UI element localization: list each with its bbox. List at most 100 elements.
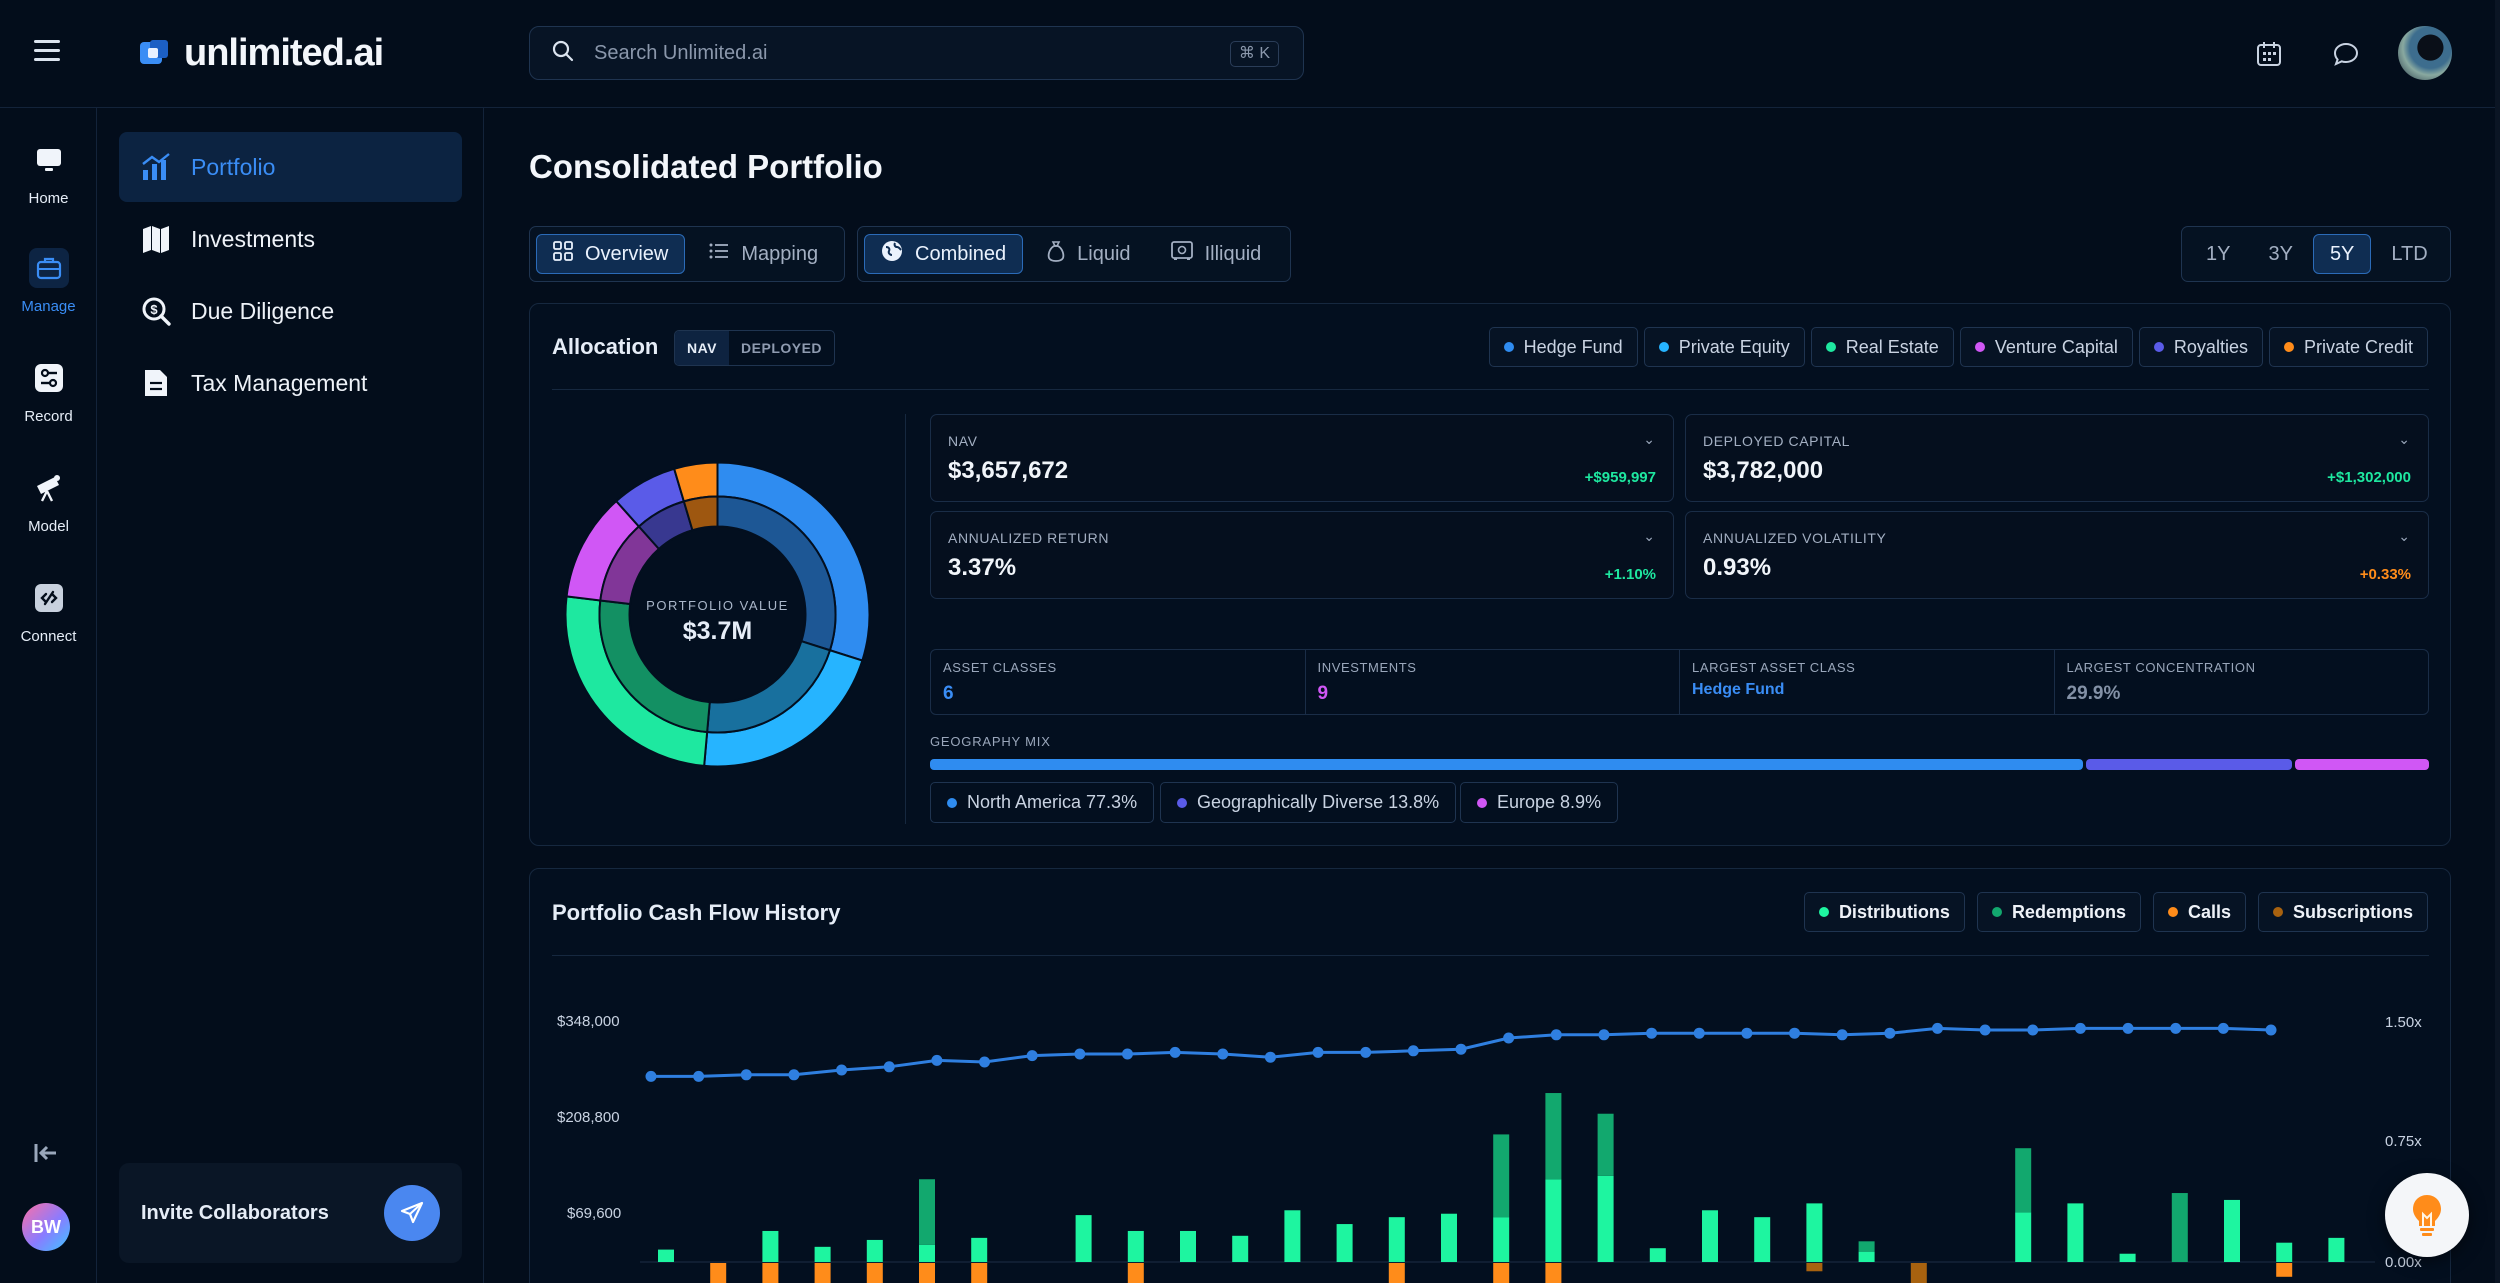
rail-label: Manage [21, 298, 76, 315]
geo-segment-diverse [2086, 759, 2292, 770]
sidebar-item-investments[interactable]: Investments [119, 204, 462, 274]
toggle-deployed[interactable]: DEPLOYED [741, 340, 823, 356]
tab-overview[interactable]: Overview [536, 234, 686, 274]
legend-label: Royalties [2173, 336, 2248, 357]
rail-item-connect[interactable]: Connect [0, 578, 97, 645]
invite-collaborators[interactable]: Invite Collaborators [119, 1163, 462, 1263]
bar-distributions [2015, 1212, 2032, 1262]
legend-dot [1974, 342, 1985, 352]
bar-calls [2276, 1263, 2293, 1277]
stat-value[interactable]: Hedge Fund [1692, 681, 1785, 698]
toggle-nav[interactable]: NAV [675, 331, 730, 365]
y-tick-right: 0.75x [2385, 1133, 2422, 1150]
legend-hedge-fund[interactable]: Hedge Fund [1488, 327, 1638, 367]
multiple-point [1169, 1046, 1181, 1058]
bar-distributions [1858, 1251, 1875, 1262]
bar-redemptions [2015, 1148, 2032, 1213]
sidebar-item-tax-management[interactable]: Tax Management [119, 348, 462, 418]
bar-distributions [1649, 1248, 1666, 1262]
metric-deployed-capital[interactable]: DEPLOYED CAPITAL $3,782,000 +$1,302,000 … [1685, 414, 2429, 502]
legend-dot [1818, 907, 1829, 917]
multiple-point [2170, 1022, 2182, 1034]
bar-calls [1545, 1263, 1562, 1283]
legend-distributions[interactable]: Distributions [1803, 892, 1965, 932]
tab-combined[interactable]: Combined [864, 234, 1024, 274]
app-logo[interactable]: unlimited.ai [138, 32, 384, 74]
bar-subscriptions [1806, 1263, 1823, 1272]
bar-redemptions [919, 1179, 935, 1245]
legend-venture-capital[interactable]: Venture Capital [1959, 327, 2133, 367]
sidebar-item-label: Tax Management [191, 369, 368, 396]
allocation-title: Allocation [552, 334, 659, 359]
tab-period-1y[interactable]: 1Y [2206, 242, 2231, 265]
rail-item-model[interactable]: Model [0, 468, 97, 535]
search-dollar-icon: $ [139, 294, 173, 328]
scrollbar[interactable] [2495, 0, 2500, 1283]
rail-label: Record [24, 408, 73, 425]
legend-real-estate[interactable]: Real Estate [1810, 327, 1954, 367]
chevron-down-icon[interactable]: ⌄ [1643, 528, 1655, 544]
secondary-sidebar: Portfolio Investments $ Due Diligence Ta… [97, 108, 484, 1283]
multiple-point [1598, 1029, 1610, 1041]
lightbulb-icon [2413, 1195, 2441, 1236]
legend-calls[interactable]: Calls [2152, 892, 2246, 932]
multiple-point [1789, 1027, 1801, 1039]
tab-mapping[interactable]: Mapping [693, 234, 834, 274]
tab-period-5y[interactable]: 5Y [2312, 234, 2372, 274]
search-bar[interactable]: ⌘ K [529, 26, 1304, 80]
legend-dot [1477, 797, 1487, 808]
tab-illiquid[interactable]: Illiquid [1155, 234, 1278, 274]
help-lightbulb-button[interactable] [2385, 1173, 2469, 1257]
legend-redemptions[interactable]: Redemptions [1976, 892, 2141, 932]
legend-dot [1658, 342, 1669, 352]
multiple-point [788, 1069, 800, 1081]
profile-avatar[interactable] [2398, 26, 2452, 80]
metric-nav[interactable]: NAV $3,657,672 +$959,997 ⌄ [930, 414, 1674, 502]
metric-delta: +1.10% [1604, 566, 1656, 583]
tab-period-3y[interactable]: 3Y [2268, 242, 2293, 265]
legend-label: Distributions [1838, 901, 1950, 922]
metric-annualized-return[interactable]: ANNUALIZED RETURN 3.37% +1.10% ⌄ [930, 511, 1674, 599]
bar-distributions [1702, 1210, 1718, 1262]
search-input[interactable] [594, 41, 1194, 65]
stat-asset-classes: ASSET CLASSES 6 [931, 650, 1306, 714]
geo-legend-north-america[interactable]: North America 77.3% [930, 782, 1155, 823]
metric-annualized-volatility[interactable]: ANNUALIZED VOLATILITY 0.93% +0.33% ⌄ [1685, 511, 2429, 599]
y-tick-right: 0.00x [2385, 1254, 2422, 1271]
chat-icon[interactable] [2326, 34, 2366, 74]
legend-subscriptions[interactable]: Subscriptions [2257, 892, 2428, 932]
legend-dot [2153, 342, 2164, 352]
bar-redemptions [1493, 1134, 1510, 1218]
multiple-point [1026, 1050, 1038, 1062]
hamburger-menu-icon[interactable] [34, 40, 60, 64]
calendar-icon[interactable] [2249, 34, 2289, 74]
sidebar-item-due-diligence[interactable]: $ Due Diligence [119, 276, 462, 346]
legend-royalties[interactable]: Royalties [2138, 327, 2263, 367]
multiple-point [1074, 1048, 1086, 1060]
sidebar-item-portfolio[interactable]: Portfolio [119, 132, 462, 202]
legend-private-credit[interactable]: Private Credit [2268, 327, 2428, 367]
chevron-down-icon[interactable]: ⌄ [2398, 528, 2410, 544]
tab-liquid[interactable]: Liquid [1031, 234, 1146, 274]
bar-distributions [1754, 1217, 1771, 1262]
user-avatar[interactable]: BW [22, 1203, 70, 1251]
rail-item-record[interactable]: Record [0, 358, 97, 425]
chevron-down-icon[interactable]: ⌄ [1643, 431, 1655, 447]
send-icon[interactable] [384, 1185, 440, 1241]
briefcase-icon [28, 248, 69, 288]
metric-value: 3.37% [948, 554, 1017, 581]
legend-label: Geographically Diverse 13.8% [1197, 792, 1440, 812]
rail-item-home[interactable]: Home [0, 140, 97, 207]
stats-row: ASSET CLASSES 6 INVESTMENTS 9 LARGEST AS… [930, 649, 2429, 715]
geo-legend-diverse[interactable]: Geographically Diverse 13.8% [1160, 782, 1457, 823]
bar-distributions [1597, 1175, 1614, 1262]
bar-redemptions [1545, 1093, 1562, 1180]
rail-item-manage[interactable]: Manage [0, 248, 97, 315]
legend-private-equity[interactable]: Private Equity [1643, 327, 1805, 367]
chevron-down-icon[interactable]: ⌄ [2398, 431, 2410, 447]
bar-distributions [1441, 1213, 1457, 1262]
multiple-point [645, 1070, 657, 1082]
tab-period-ltd[interactable]: LTD [2391, 242, 2428, 265]
collapse-sidebar-icon[interactable] [34, 1142, 60, 1169]
geo-legend-europe[interactable]: Europe 8.9% [1460, 782, 1619, 823]
